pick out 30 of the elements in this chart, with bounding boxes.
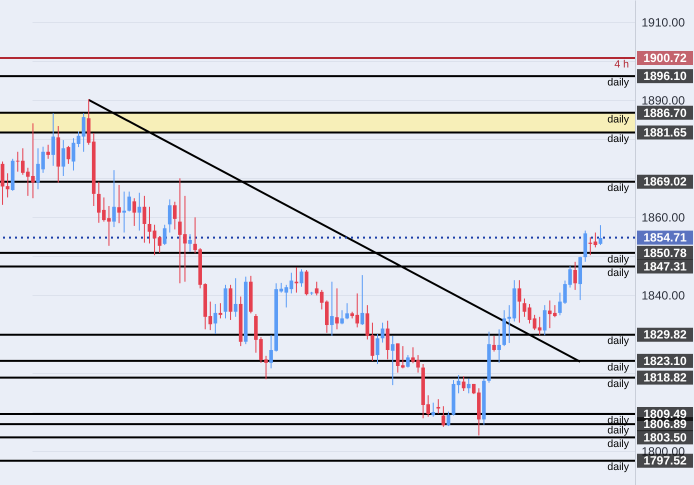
ref-line-label: daily <box>607 182 630 194</box>
text: 1806.89 <box>643 417 688 432</box>
text: 1823.10 <box>643 354 688 368</box>
text: 1881.65 <box>643 125 688 140</box>
ref-line-label: daily <box>607 424 630 437</box>
text: 1900.72 <box>643 51 688 66</box>
ref-line-label: 4 h <box>614 58 630 71</box>
y-tick-label: 1890.00 <box>642 93 686 108</box>
ref-line-label: daily <box>607 76 630 89</box>
ref-line-label: daily <box>607 361 630 374</box>
ref-line-label: daily <box>607 132 630 145</box>
y-tick-label: 1910.00 <box>642 15 686 30</box>
text: 1803.50 <box>643 430 688 444</box>
text: 1818.82 <box>643 370 688 385</box>
text: 1850.78 <box>643 246 688 260</box>
text: 1847.31 <box>643 259 688 274</box>
text: 1869.02 <box>643 174 688 189</box>
text: 1854.71 <box>643 230 688 245</box>
ref-line-label: daily <box>607 438 630 450</box>
ref-line-label: daily <box>607 335 630 348</box>
ref-line-label: daily <box>607 253 630 266</box>
ref-line-label: daily <box>607 266 630 279</box>
text: 1886.70 <box>643 106 688 120</box>
text: 1829.82 <box>643 328 688 342</box>
ref-line-label: daily <box>607 378 630 390</box>
ref-line-label: daily <box>607 461 630 474</box>
ref-line-label: daily <box>607 113 630 126</box>
y-tick-label: 1840.00 <box>642 288 686 302</box>
y-tick-label: 1860.00 <box>642 210 686 224</box>
text: 1896.10 <box>643 69 688 84</box>
